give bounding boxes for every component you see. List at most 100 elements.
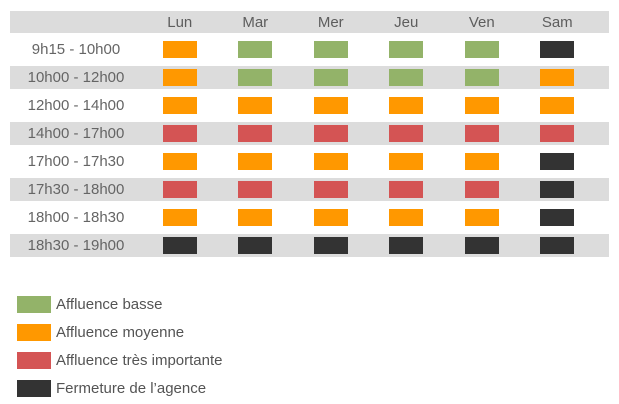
schedule-row: 14h00 - 17h00 <box>10 122 609 145</box>
affluence-cell-medium <box>313 209 348 226</box>
affluence-cell-medium <box>464 97 499 114</box>
affluence-table: Lun Mar Mer Jeu Ven Sam 9h15 - 10h00 10h00 - 1… <box>10 11 609 257</box>
day-header-label: Mar <box>242 13 269 31</box>
cell-ven-row4 <box>444 150 520 173</box>
affluence-cell-low <box>313 69 348 86</box>
affluence-cell-high <box>238 181 273 198</box>
affluence-cell-closed <box>540 41 575 58</box>
day-header-label: Jeu <box>394 13 419 31</box>
cell-mer-row1 <box>293 66 369 89</box>
day-header-mer: Mer <box>293 11 369 33</box>
schedule-row: 17h00 - 17h30 <box>10 150 609 173</box>
affluence-cell-high <box>238 125 273 142</box>
time-slot-label: 10h00 - 12h00 <box>27 69 125 86</box>
legend-swatch-closed <box>17 380 51 397</box>
cell-ven-row5 <box>444 178 520 201</box>
day-header-ven: Ven <box>444 11 520 33</box>
affluence-cell-high <box>313 125 348 142</box>
time-slot: 17h00 - 17h30 <box>10 150 142 173</box>
cell-mar-row0 <box>218 38 294 61</box>
cell-mar-row5 <box>218 178 294 201</box>
cell-lun-row7 <box>142 234 218 257</box>
cell-sam-row5 <box>520 178 596 201</box>
cell-sam-row1 <box>520 66 596 89</box>
cell-mar-row4 <box>218 150 294 173</box>
schedule-row: 9h15 - 10h00 <box>10 38 609 61</box>
cell-mer-row5 <box>293 178 369 201</box>
affluence-cell-low <box>238 41 273 58</box>
cell-ven-row0 <box>444 38 520 61</box>
time-slot-label: 18h00 - 18h30 <box>27 209 125 226</box>
affluence-schedule-widget: Lun Mar Mer Jeu Ven Sam 9h15 - 10h00 10h00 - 1… <box>0 11 619 397</box>
affluence-cell-medium <box>389 97 424 114</box>
affluence-cell-low <box>389 41 424 58</box>
cell-jeu-row6 <box>369 206 445 229</box>
legend-item-high: Affluence très importante <box>17 352 619 369</box>
day-header-sam: Sam <box>520 11 596 33</box>
affluence-cell-closed <box>464 237 499 254</box>
affluence-cell-medium <box>162 41 197 58</box>
cell-sam-row3 <box>520 122 596 145</box>
cell-ven-row2 <box>444 94 520 117</box>
cell-jeu-row5 <box>369 178 445 201</box>
cell-jeu-row3 <box>369 122 445 145</box>
legend-label-low: Affluence basse <box>56 296 163 313</box>
cell-lun-row0 <box>142 38 218 61</box>
cell-jeu-row2 <box>369 94 445 117</box>
affluence-cell-medium <box>162 97 197 114</box>
time-slot-label: 18h30 - 19h00 <box>27 237 125 254</box>
time-slot-label: 14h00 - 17h00 <box>27 125 125 142</box>
affluence-cell-medium <box>162 209 197 226</box>
cell-sam-row7 <box>520 234 596 257</box>
affluence-cell-closed <box>540 209 575 226</box>
time-slot: 14h00 - 17h00 <box>10 122 142 145</box>
affluence-cell-high <box>162 125 197 142</box>
legend-item-closed: Fermeture de l’agence <box>17 380 619 397</box>
schedule-rows: 9h15 - 10h00 10h00 - 12h00 12h00 - 14h00 14… <box>10 38 609 257</box>
affluence-cell-closed <box>162 237 197 254</box>
affluence-cell-low <box>313 41 348 58</box>
affluence-cell-high <box>389 125 424 142</box>
affluence-cell-medium <box>162 69 197 86</box>
day-header-jeu: Jeu <box>369 11 445 33</box>
affluence-cell-low <box>238 69 273 86</box>
affluence-cell-medium <box>238 209 273 226</box>
cell-mer-row4 <box>293 150 369 173</box>
affluence-cell-low <box>464 41 499 58</box>
legend-item-medium: Affluence moyenne <box>17 324 619 341</box>
affluence-cell-closed <box>238 237 273 254</box>
day-header-label: Sam <box>541 13 573 31</box>
affluence-cell-high <box>540 125 575 142</box>
cell-mer-row3 <box>293 122 369 145</box>
day-header-label: Ven <box>468 13 495 31</box>
affluence-cell-high <box>313 181 348 198</box>
affluence-cell-low <box>389 69 424 86</box>
time-slot: 9h15 - 10h00 <box>10 38 142 61</box>
time-slot-label: 17h30 - 18h00 <box>27 181 125 198</box>
affluence-cell-high <box>162 181 197 198</box>
affluence-cell-high <box>464 181 499 198</box>
cell-ven-row3 <box>444 122 520 145</box>
time-slot: 17h30 - 18h00 <box>10 178 142 201</box>
cell-sam-row4 <box>520 150 596 173</box>
affluence-cell-medium <box>238 97 273 114</box>
affluence-cell-high <box>389 181 424 198</box>
legend-swatch-low <box>17 296 51 313</box>
schedule-row: 18h30 - 19h00 <box>10 234 609 257</box>
day-header-lun: Lun <box>142 11 218 33</box>
time-slot-label: 17h00 - 17h30 <box>27 153 125 170</box>
cell-lun-row5 <box>142 178 218 201</box>
schedule-row: 10h00 - 12h00 <box>10 66 609 89</box>
header-spacer <box>10 11 142 33</box>
cell-ven-row7 <box>444 234 520 257</box>
affluence-cell-medium <box>313 153 348 170</box>
legend-label-high: Affluence très importante <box>56 352 223 369</box>
time-slot-label: 9h15 - 10h00 <box>31 41 121 58</box>
affluence-cell-medium <box>464 209 499 226</box>
legend-label-closed: Fermeture de l’agence <box>56 380 207 397</box>
time-slot: 18h00 - 18h30 <box>10 206 142 229</box>
legend-item-low: Affluence basse <box>17 296 619 313</box>
day-header-label: Mer <box>317 13 344 31</box>
cell-jeu-row4 <box>369 150 445 173</box>
affluence-cell-medium <box>313 97 348 114</box>
